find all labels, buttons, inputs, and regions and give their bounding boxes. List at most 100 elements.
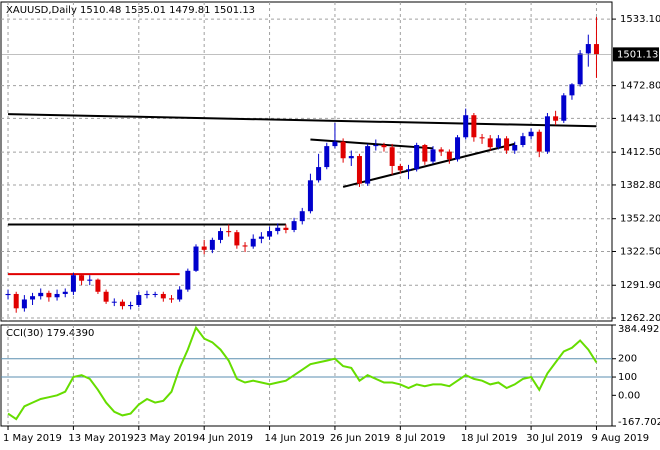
last-open: 1510.48 bbox=[80, 5, 121, 16]
y-tick-label: 100 bbox=[618, 372, 637, 383]
drawn-line bbox=[342, 142, 515, 188]
price-panel bbox=[0, 1, 613, 322]
candle-body bbox=[479, 137, 485, 139]
candle-body bbox=[569, 84, 575, 96]
candle-body bbox=[397, 165, 403, 171]
x-tick-label: 30 Jul 2019 bbox=[526, 433, 583, 444]
cci-panel bbox=[0, 324, 613, 427]
candle-body bbox=[455, 137, 461, 160]
candle-body bbox=[250, 238, 256, 247]
candle-body bbox=[136, 295, 142, 306]
candle-body bbox=[242, 245, 248, 247]
cci-last: 179.4390 bbox=[47, 328, 95, 339]
y-tick-label: 200 bbox=[618, 354, 637, 365]
candle-body bbox=[446, 151, 452, 160]
candle-body bbox=[381, 145, 387, 148]
candle-body bbox=[234, 232, 240, 246]
candle-body bbox=[46, 292, 52, 298]
candle-body bbox=[185, 270, 191, 290]
candle-body bbox=[307, 180, 313, 212]
last-high: 1535.01 bbox=[125, 5, 166, 16]
x-tick-label: 14 Jun 2019 bbox=[265, 433, 325, 444]
candle-body bbox=[79, 275, 85, 281]
candle-body bbox=[128, 305, 134, 307]
y-tick-label: 1322.50 bbox=[620, 246, 660, 257]
symbol-label: XAUUSD,Daily 1510.48 1535.01 1479.81 150… bbox=[6, 5, 255, 16]
symbol: XAUUSD,Daily bbox=[6, 5, 77, 16]
candle-body bbox=[389, 147, 395, 166]
x-tick-label: 9 Aug 2019 bbox=[591, 433, 649, 444]
candle-body bbox=[267, 231, 273, 237]
candle-body bbox=[553, 116, 559, 121]
candle-body bbox=[414, 145, 420, 170]
price-box bbox=[613, 47, 659, 62]
x-tick-label: 4 Jun 2019 bbox=[199, 433, 253, 444]
y-tick-label: -167.702 bbox=[618, 417, 660, 428]
candle-body bbox=[528, 131, 534, 137]
candle-body bbox=[356, 156, 362, 184]
drawn-line bbox=[8, 113, 597, 128]
price-label: 1501.13 bbox=[617, 49, 658, 60]
candle-body bbox=[201, 246, 207, 250]
candle-body bbox=[193, 246, 199, 271]
candle-body bbox=[119, 301, 125, 307]
candle-body bbox=[585, 44, 591, 54]
candle-body bbox=[275, 227, 281, 232]
candle-body bbox=[209, 239, 215, 250]
last-close: 1501.13 bbox=[214, 5, 255, 16]
candle-body bbox=[544, 116, 550, 152]
candle-body bbox=[152, 293, 158, 295]
y-tick-label: 1533.10 bbox=[620, 14, 660, 25]
y-tick-label: 1262.20 bbox=[620, 313, 660, 324]
candle-body bbox=[87, 279, 93, 281]
candle-body bbox=[70, 275, 76, 292]
candle-body bbox=[422, 145, 428, 162]
candle-body bbox=[168, 298, 174, 300]
cci-name: CCI(30) bbox=[6, 328, 44, 339]
candle-body bbox=[593, 44, 599, 55]
candle-body bbox=[218, 231, 224, 240]
candle-body bbox=[299, 211, 305, 222]
candle-body bbox=[430, 149, 436, 162]
y-tick-label: 384.4925 bbox=[618, 324, 660, 335]
x-tick-label: 18 Jul 2019 bbox=[461, 433, 518, 444]
candle-body bbox=[340, 141, 346, 159]
candle-body bbox=[463, 115, 469, 138]
y-tick-label: 1382.80 bbox=[620, 180, 660, 191]
candle-body bbox=[177, 289, 183, 300]
candle-body bbox=[291, 221, 297, 230]
candle-body bbox=[438, 149, 444, 152]
candle-body bbox=[348, 156, 354, 159]
candle-body bbox=[30, 296, 36, 300]
candle-body bbox=[577, 53, 583, 85]
candle-body bbox=[471, 115, 477, 138]
cci-label: CCI(30) 179.4390 bbox=[6, 328, 94, 339]
drawn-line bbox=[310, 138, 434, 150]
candle-body bbox=[373, 145, 379, 147]
x-tick-label: 26 Jun 2019 bbox=[330, 433, 390, 444]
candle-body bbox=[316, 167, 322, 181]
x-tick-label: 13 May 2019 bbox=[68, 433, 133, 444]
candle-body bbox=[504, 138, 510, 151]
candle-body bbox=[226, 231, 232, 233]
candle-body bbox=[144, 293, 150, 296]
y-tick-label: 1412.50 bbox=[620, 147, 660, 158]
y-tick-label: 1472.80 bbox=[620, 81, 660, 92]
x-tick-label: 8 Jul 2019 bbox=[395, 433, 445, 444]
candle-body bbox=[38, 292, 44, 297]
candle-body bbox=[95, 279, 101, 292]
x-tick-label: 1 May 2019 bbox=[3, 433, 62, 444]
y-tick-label: 1443.10 bbox=[620, 113, 660, 124]
candle-body bbox=[495, 138, 501, 148]
candle-body bbox=[21, 299, 27, 309]
candle-body bbox=[283, 227, 289, 230]
y-tick-label: 0.00 bbox=[618, 390, 640, 401]
x-tick-label: 23 May 2019 bbox=[134, 433, 199, 444]
y-tick-label: 1352.20 bbox=[620, 214, 660, 225]
candle-body bbox=[324, 146, 330, 168]
candle-body bbox=[62, 291, 68, 294]
last-low: 1479.81 bbox=[169, 5, 210, 16]
candle-body bbox=[487, 138, 493, 148]
candle-body bbox=[54, 293, 60, 298]
